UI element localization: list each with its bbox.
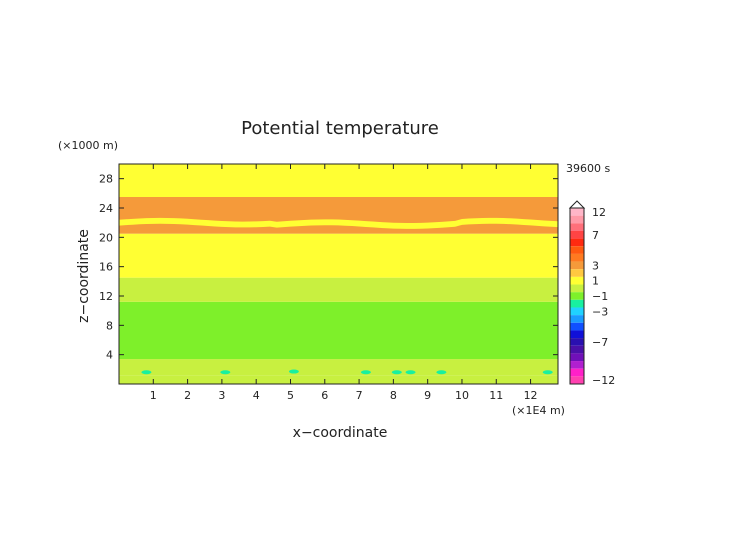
colorbar-label: −12 xyxy=(592,374,615,387)
contour-band xyxy=(119,359,558,376)
contour-band xyxy=(119,301,558,360)
colorbar-segment xyxy=(570,276,584,285)
colorbar-label: 12 xyxy=(592,206,606,219)
contour-patch xyxy=(436,370,447,375)
x-tick-label: 3 xyxy=(218,389,225,402)
x-tick-label: 7 xyxy=(356,389,363,402)
x-tick-label: 12 xyxy=(524,389,538,402)
y-tick-label: 24 xyxy=(99,202,113,215)
contour-band xyxy=(119,197,558,234)
colorbar-segment xyxy=(570,361,584,369)
colorbar-label: 1 xyxy=(592,275,599,288)
x-unit-label: (×1E4 m) xyxy=(512,404,565,417)
colorbar-segment xyxy=(570,353,584,362)
x-axis: 1 2 3 4 5 6 7 8 9 10 11 12 xyxy=(150,164,538,402)
colorbar-segment xyxy=(570,223,584,231)
colorbar-label: −1 xyxy=(592,290,608,303)
x-tick-label: 11 xyxy=(489,389,503,402)
embedded-layer xyxy=(119,217,558,229)
x-tick-label: 2 xyxy=(184,389,191,402)
colorbar-segment xyxy=(570,338,584,346)
contour-patch xyxy=(405,370,416,375)
contour-band xyxy=(119,233,558,278)
y-tick-label: 28 xyxy=(99,173,113,186)
contour-patch xyxy=(141,370,152,375)
y-tick-label: 20 xyxy=(99,231,113,244)
contour-patch xyxy=(391,370,402,375)
x-axis-label: x−coordinate xyxy=(293,425,388,441)
colorbar-label: −7 xyxy=(592,336,608,349)
x-tick-label: 6 xyxy=(321,389,328,402)
y-axis: 4 8 12 16 20 24 28 xyxy=(99,173,558,362)
plot-frame xyxy=(118,163,559,385)
colorbar-segment xyxy=(570,315,584,323)
colorbar-label: 7 xyxy=(592,229,599,242)
contour-band xyxy=(119,164,558,197)
colorbar-segment xyxy=(570,330,584,339)
contour-patch xyxy=(220,370,231,375)
colorbar-segment xyxy=(570,269,584,277)
colorbar-segment xyxy=(570,322,584,331)
y-tick-label: 16 xyxy=(99,261,113,274)
y-tick-label: 8 xyxy=(106,319,113,332)
x-tick-label: 5 xyxy=(287,389,294,402)
colorbar-segment xyxy=(570,261,584,270)
y-tick-label: 4 xyxy=(106,349,113,362)
plot-area xyxy=(119,164,558,384)
colorbar-segment xyxy=(570,208,584,216)
x-tick-label: 10 xyxy=(455,389,469,402)
colorbar-segment xyxy=(570,307,584,316)
contour-patch xyxy=(288,369,299,374)
colorbar-segment xyxy=(570,299,584,308)
colorbar-segment xyxy=(570,246,584,254)
colorbar-label: −3 xyxy=(592,305,608,318)
colorbar-segment xyxy=(570,292,584,300)
x-tick-label: 9 xyxy=(424,389,431,402)
colorbar-segment xyxy=(570,230,584,239)
y-axis-label: z−coordinate xyxy=(76,229,92,323)
colorbar-arrow xyxy=(568,200,586,209)
y-tick-label: 12 xyxy=(99,290,113,303)
y-unit-label: (×1000 m) xyxy=(58,139,118,152)
colorbar-segment xyxy=(570,345,584,354)
contour-patch xyxy=(360,370,371,375)
colorbar-segment xyxy=(570,376,584,384)
chart-title: Potential temperature xyxy=(241,118,439,139)
colorbar-segment xyxy=(570,215,584,224)
colorbar-label: 3 xyxy=(592,259,599,272)
contour-patch xyxy=(542,370,553,375)
x-tick-label: 1 xyxy=(150,389,157,402)
colorbar: 12 7 3 1 −1 −3 −7 −12 xyxy=(568,200,615,387)
colorbar-segment xyxy=(570,238,584,247)
x-tick-label: 4 xyxy=(253,389,260,402)
contour-band xyxy=(119,375,558,384)
x-tick-label: 8 xyxy=(390,389,397,402)
colorbar-segment xyxy=(570,284,584,293)
colorbar-segment xyxy=(570,368,584,377)
colorbar-frame xyxy=(569,207,585,385)
colorbar-segment xyxy=(570,253,584,262)
time-label: 39600 s xyxy=(566,162,610,175)
contour-band xyxy=(119,277,558,302)
